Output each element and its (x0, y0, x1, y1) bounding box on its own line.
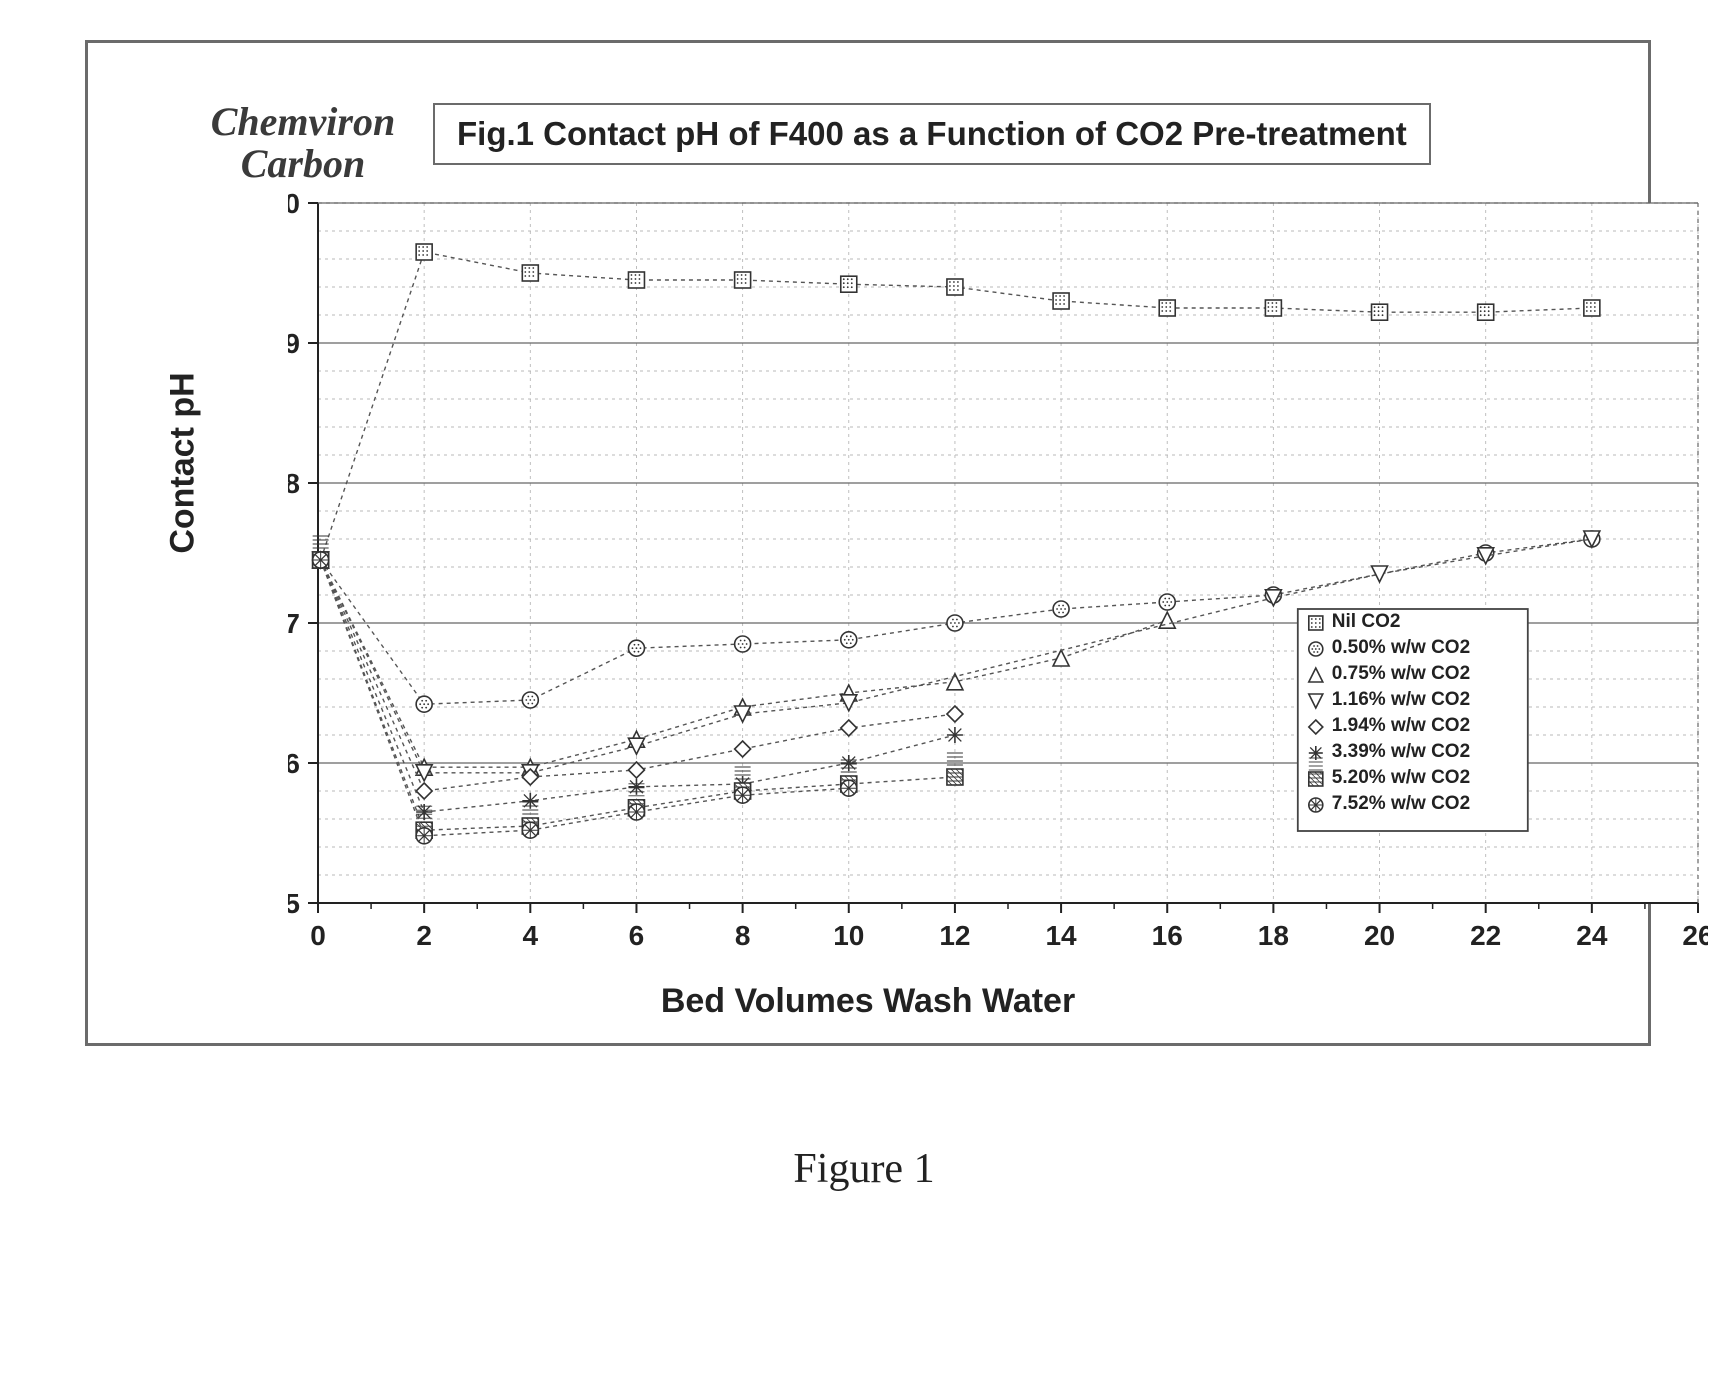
svg-text:12: 12 (939, 920, 970, 951)
svg-text:24: 24 (1576, 920, 1608, 951)
x-axis-label: Bed Volumes Wash Water (661, 982, 1075, 1021)
svg-text:4: 4 (523, 920, 539, 951)
svg-text:2: 2 (416, 920, 432, 951)
svg-text:0: 0 (310, 920, 326, 951)
svg-text:14: 14 (1045, 920, 1077, 951)
brand-logo: Chemviron Carbon (198, 101, 408, 185)
svg-text:6: 6 (629, 920, 645, 951)
chart-svg: 024681012141618202224265678910Nil CO20.5… (288, 193, 1708, 963)
svg-text:Nil CO2: Nil CO2 (1332, 611, 1401, 632)
svg-text:8: 8 (288, 468, 300, 499)
svg-text:26: 26 (1682, 920, 1708, 951)
chart-title: Fig.1 Contact pH of F400 as a Function o… (433, 103, 1431, 165)
svg-text:16: 16 (1152, 920, 1183, 951)
svg-text:6: 6 (288, 748, 300, 779)
svg-text:7.52% w/w CO2: 7.52% w/w CO2 (1332, 793, 1470, 814)
figure-caption: Figure 1 (793, 1145, 934, 1193)
y-axis-label: Contact pH (164, 372, 203, 553)
svg-text:7: 7 (288, 608, 300, 639)
svg-text:0.75% w/w CO2: 0.75% w/w CO2 (1332, 663, 1470, 684)
svg-text:8: 8 (735, 920, 751, 951)
svg-text:1.94% w/w CO2: 1.94% w/w CO2 (1332, 715, 1470, 736)
svg-text:9: 9 (288, 328, 300, 359)
svg-text:0.50% w/w CO2: 0.50% w/w CO2 (1332, 637, 1470, 658)
plot-area: 024681012141618202224265678910Nil CO20.5… (288, 193, 1708, 963)
svg-text:5: 5 (288, 888, 300, 919)
svg-text:10: 10 (833, 920, 864, 951)
svg-text:18: 18 (1258, 920, 1289, 951)
page: Chemviron Carbon Fig.1 Contact pH of F40… (0, 0, 1728, 1395)
svg-text:5.20% w/w CO2: 5.20% w/w CO2 (1332, 767, 1470, 788)
logo-line1: Chemviron (198, 101, 408, 143)
svg-text:20: 20 (1364, 920, 1395, 951)
logo-line2: Carbon (198, 143, 408, 185)
svg-text:3.39% w/w CO2: 3.39% w/w CO2 (1332, 741, 1470, 762)
chart-frame: Chemviron Carbon Fig.1 Contact pH of F40… (85, 40, 1651, 1046)
svg-text:22: 22 (1470, 920, 1501, 951)
svg-text:1.16% w/w CO2: 1.16% w/w CO2 (1332, 689, 1470, 710)
svg-text:10: 10 (288, 193, 300, 219)
